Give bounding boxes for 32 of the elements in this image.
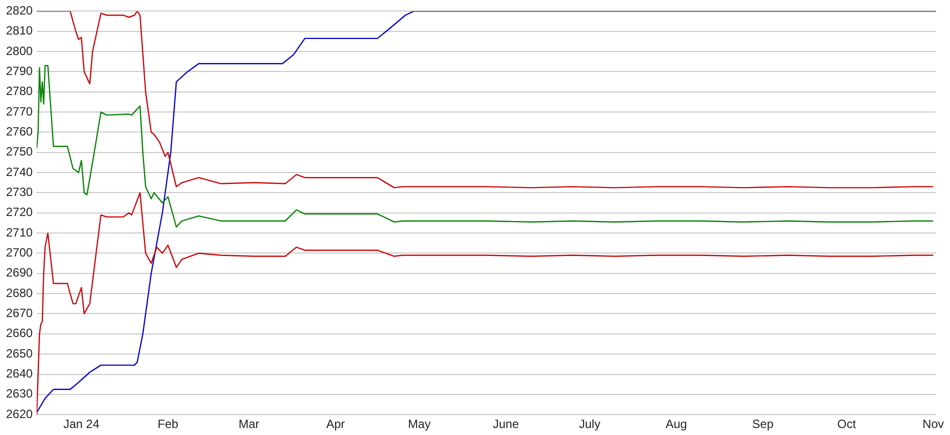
x-tick-label: Sep bbox=[752, 417, 774, 432]
y-tick-label: 2760 bbox=[6, 124, 34, 139]
y-tick-label: 2790 bbox=[6, 64, 34, 78]
y-tick-label: 2750 bbox=[6, 144, 34, 159]
y-tick-label: 2700 bbox=[6, 246, 34, 260]
y-tick-label: 2630 bbox=[6, 386, 34, 401]
x-tick-label: Feb bbox=[158, 417, 179, 432]
x-tick-label: Mar bbox=[238, 417, 260, 432]
y-tick-label: 2670 bbox=[6, 306, 34, 320]
y-tick-label: 2800 bbox=[6, 44, 34, 58]
y-tick-label: 2780 bbox=[6, 84, 34, 98]
x-tick-label: Apr bbox=[326, 417, 345, 432]
y-tick-label: 2740 bbox=[6, 164, 34, 179]
x-tick-label: Aug bbox=[666, 417, 687, 432]
x-tick-label: Nov bbox=[922, 417, 944, 432]
y-tick-label: 2620 bbox=[6, 406, 34, 421]
x-tick-label: Oct bbox=[837, 417, 857, 432]
y-tick-label: 2640 bbox=[6, 366, 34, 381]
y-tick-label: 2690 bbox=[6, 266, 34, 280]
y-tick-label: 2720 bbox=[6, 205, 34, 220]
x-tick-label: Jan 24 bbox=[63, 417, 100, 432]
x-tick-label: June bbox=[492, 417, 520, 432]
y-tick-label: 2730 bbox=[6, 185, 34, 200]
y-tick-label: 2770 bbox=[6, 104, 34, 118]
x-tick-label: May bbox=[408, 417, 431, 432]
y-tick-label: 2820 bbox=[6, 4, 34, 18]
x-tick-label: July bbox=[579, 417, 600, 432]
y-tick-label: 2650 bbox=[6, 346, 34, 360]
y-tick-label: 2810 bbox=[6, 24, 34, 38]
y-tick-label: 2660 bbox=[6, 326, 34, 340]
y-tick-label: 2680 bbox=[6, 286, 34, 300]
y-tick-label: 2710 bbox=[6, 225, 34, 240]
